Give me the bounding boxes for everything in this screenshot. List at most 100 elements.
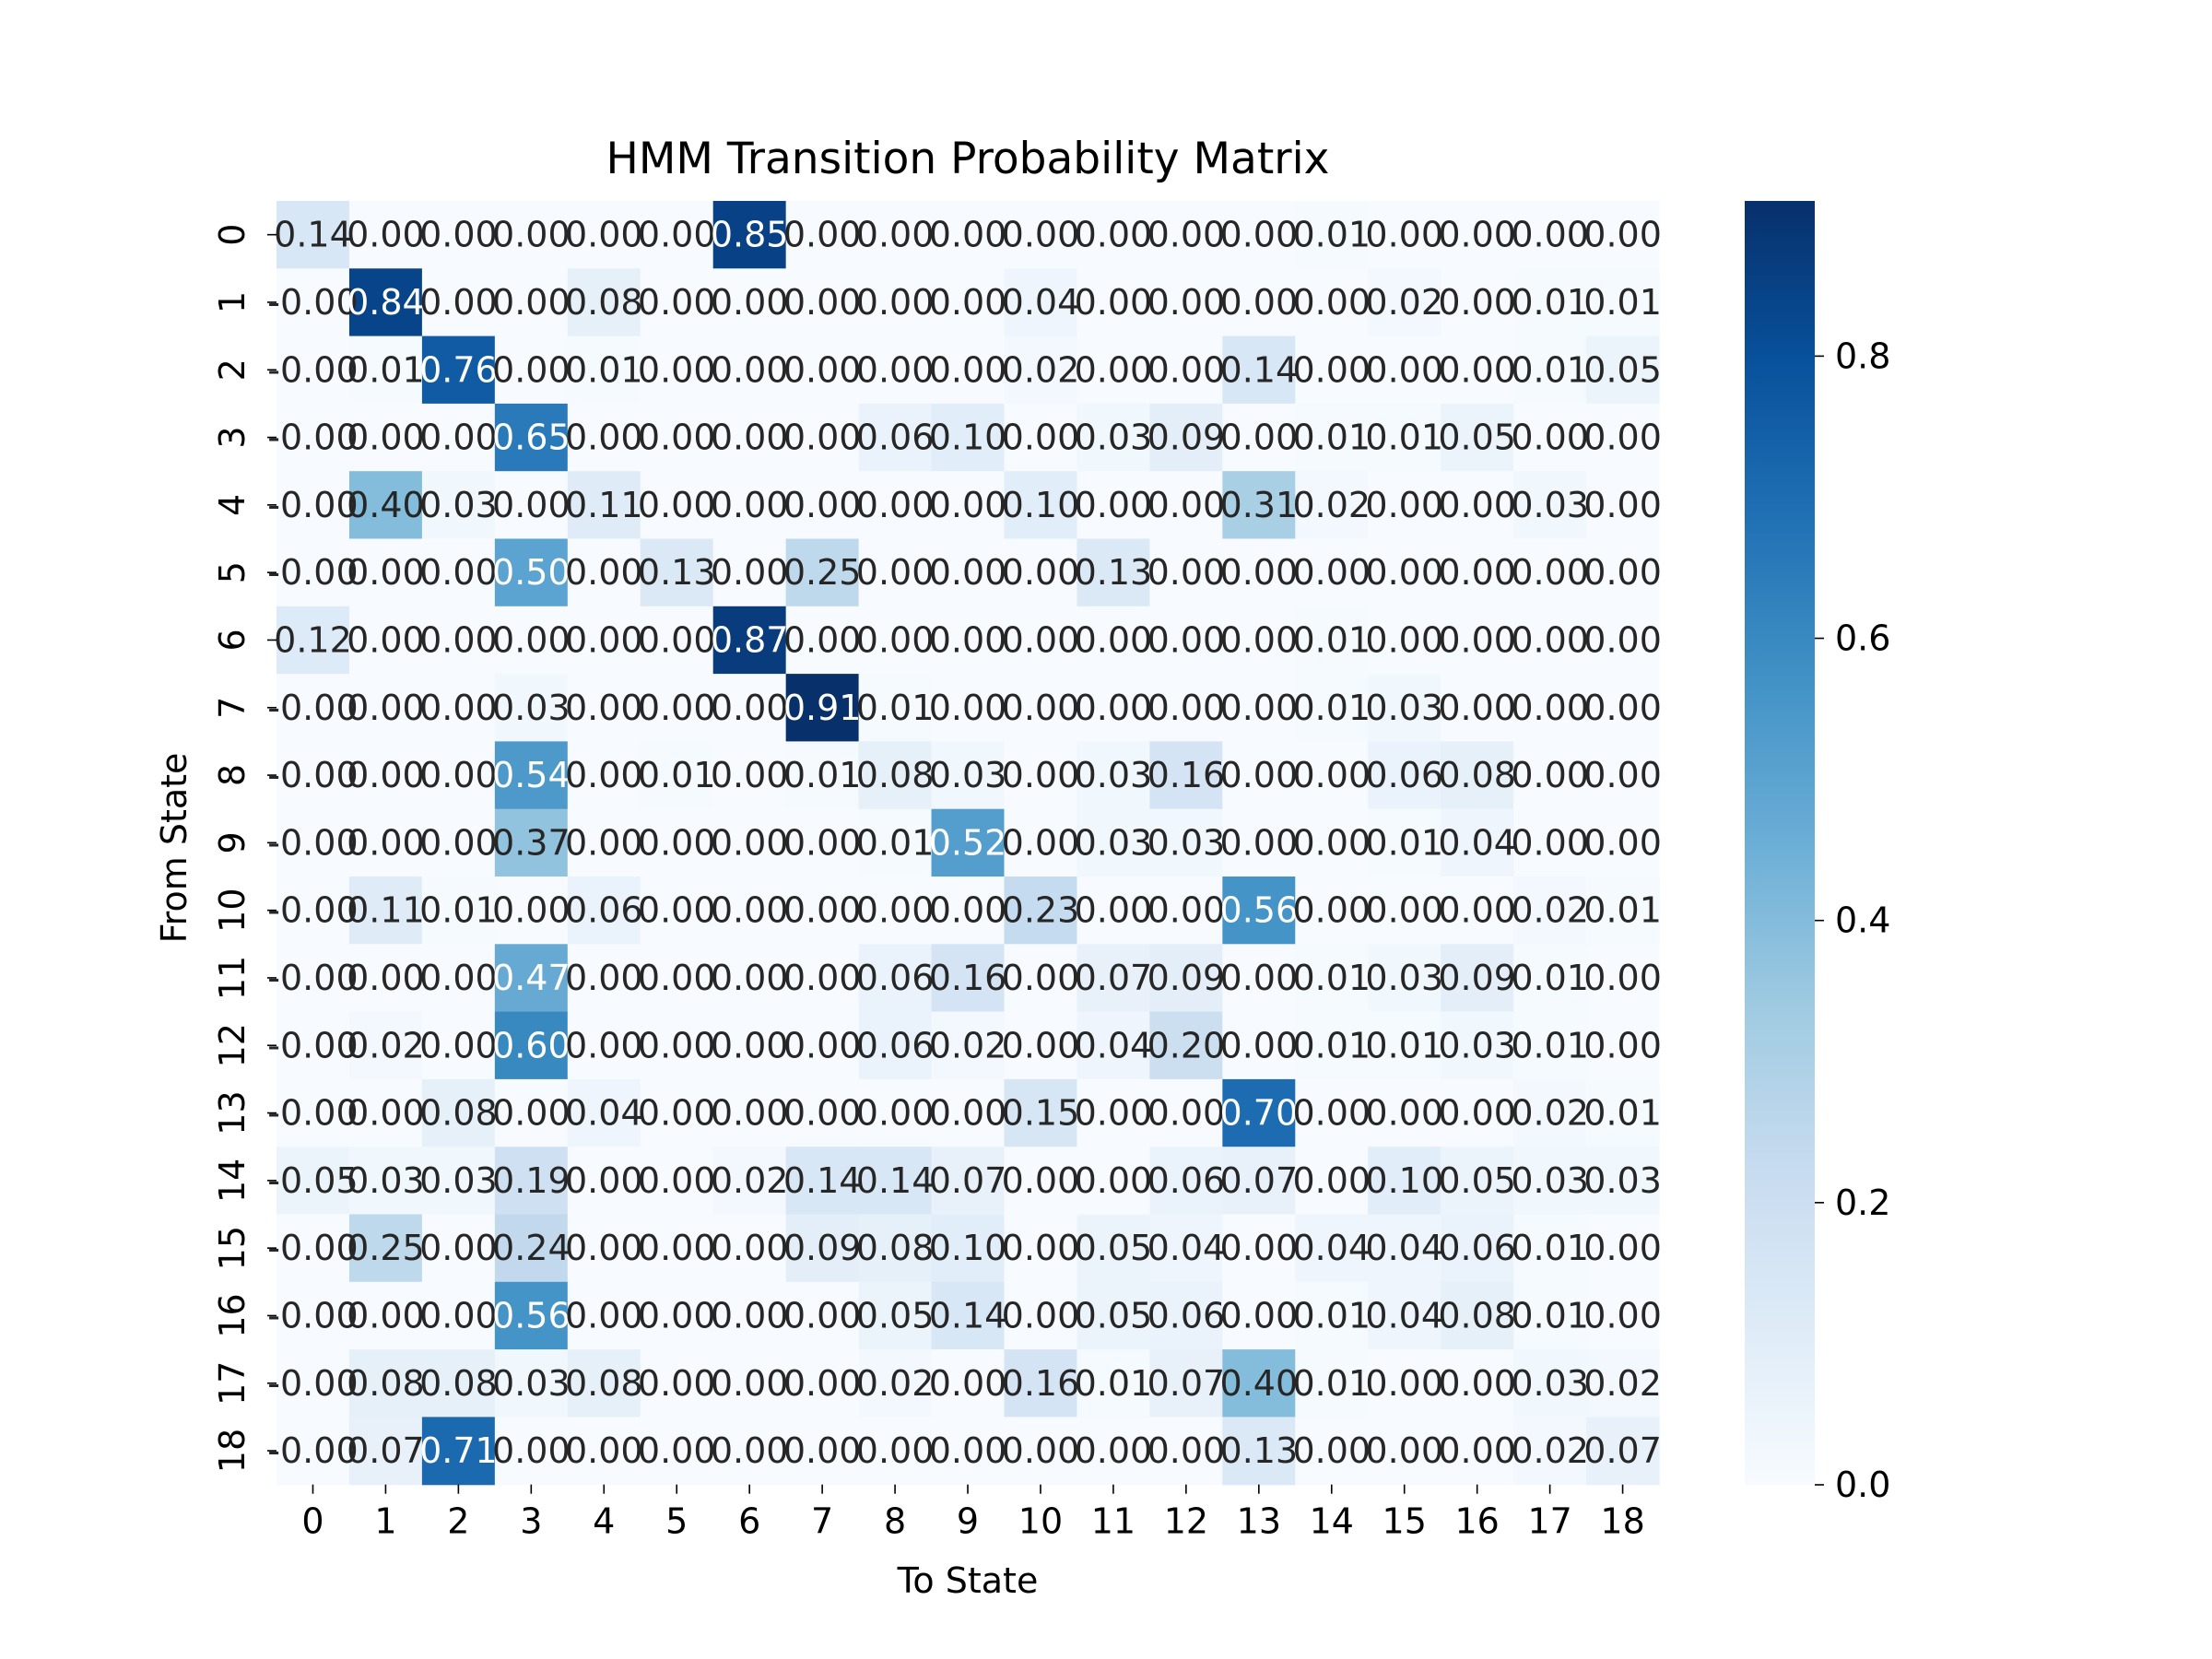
cell-label-18-1: 0.07 <box>347 1430 425 1471</box>
cell-label-2-12: 0.00 <box>1147 349 1226 390</box>
cell-label-1-16: 0.00 <box>1438 282 1516 323</box>
cell-label-17-9: 0.00 <box>929 1363 1007 1404</box>
heatmap-cell-1-10 <box>1004 268 1078 337</box>
x-tick-label-2: 2 <box>447 1501 469 1542</box>
cell-label-1-13: 0.00 <box>1220 282 1299 323</box>
heatmap-cell-18-14 <box>1295 1417 1369 1486</box>
heatmap-cell-5-4 <box>567 538 641 607</box>
cell-label-14-7: 0.14 <box>783 1160 862 1201</box>
heatmap-cell-17-4 <box>567 1349 641 1418</box>
heatmap-cell-5-10 <box>1004 538 1078 607</box>
heatmap-cell-11-4 <box>567 944 641 1013</box>
cell-label-1-2: 0.00 <box>419 282 498 323</box>
heatmap-cell-7-12 <box>1149 674 1223 742</box>
heatmap-cell-11-6 <box>712 944 787 1013</box>
cell-label-17-3: 0.03 <box>492 1363 571 1404</box>
cell-label-1-9: 0.00 <box>929 282 1007 323</box>
heatmap-cell-4-11 <box>1077 471 1150 540</box>
y-tick-label-1: 1 <box>212 291 253 313</box>
heatmap-cell-8-13 <box>1222 741 1296 810</box>
heatmap-cell-3-9 <box>931 403 1006 472</box>
heatmap-cell-4-18 <box>1586 471 1660 540</box>
cell-label-17-7: 0.00 <box>783 1363 862 1404</box>
heatmap-cell-13-16 <box>1441 1078 1514 1147</box>
cell-label-0-11: 0.00 <box>1075 215 1153 255</box>
heatmap-cell-5-3 <box>494 538 569 607</box>
heatmap-cell-15-17 <box>1513 1214 1587 1283</box>
heatmap-cell-10-5 <box>640 877 714 945</box>
cell-label-14-17: 0.03 <box>1511 1160 1589 1201</box>
y-tick-label-13: 13 <box>212 1090 253 1135</box>
cell-label-15-18: 0.00 <box>1583 1228 1662 1268</box>
heatmap-cell-14-18 <box>1586 1147 1660 1216</box>
cell-label-6-13: 0.00 <box>1220 619 1299 660</box>
cell-label-10-6: 0.00 <box>711 890 789 931</box>
cell-label-13-12: 0.00 <box>1147 1093 1226 1134</box>
heatmap-cell-7-17 <box>1513 674 1587 742</box>
heatmap-cell-7-10 <box>1004 674 1078 742</box>
cell-label-5-7: 0.25 <box>783 552 862 593</box>
cell-label-4-6: 0.00 <box>711 485 789 525</box>
cell-label-9-16: 0.04 <box>1438 822 1516 863</box>
heatmap-cell-12-16 <box>1441 1011 1514 1080</box>
heatmap-cell-14-10 <box>1004 1147 1078 1216</box>
heatmap-cell-13-15 <box>1368 1078 1441 1147</box>
heatmap-cell-13-0 <box>276 1078 350 1147</box>
cell-label-11-17: 0.01 <box>1511 958 1589 998</box>
heatmap-cell-15-6 <box>712 1214 787 1283</box>
heatmap-cell-0-8 <box>858 201 933 269</box>
cell-label-0-4: 0.00 <box>565 215 643 255</box>
cell-label-1-12: 0.00 <box>1147 282 1226 323</box>
y-tick-label-10: 10 <box>212 888 253 932</box>
cell-label-9-14: 0.00 <box>1292 822 1371 863</box>
x-axis: 0 1 2 3 4 5 6 7 8 9 10 11 12 13 14 15 16 17 18 <box>301 1484 1645 1542</box>
heatmap-cell-1-6 <box>712 268 787 337</box>
cell-label-11-12: 0.09 <box>1147 958 1226 998</box>
heatmap-cell-0-13 <box>1222 201 1296 269</box>
heatmap-cell-18-11 <box>1077 1417 1150 1486</box>
cell-label-8-12: 0.16 <box>1147 755 1226 795</box>
cell-label-9-7: 0.00 <box>783 822 862 863</box>
heatmap-cell-8-5 <box>640 741 714 810</box>
heatmap-cell-16-3 <box>494 1281 569 1350</box>
cell-label-10-13: 0.56 <box>1220 890 1299 931</box>
cell-label-18-14: 0.00 <box>1292 1430 1371 1471</box>
heatmap-cell-17-8 <box>858 1349 933 1418</box>
heatmap-cell-17-3 <box>494 1349 569 1418</box>
heatmap-cell-6-2 <box>421 606 496 675</box>
cell-label-4-11: 0.00 <box>1075 485 1153 525</box>
heatmap-cell-2-8 <box>858 335 933 405</box>
cell-label-9-2: 0.00 <box>419 822 498 863</box>
cell-label-12-2: 0.00 <box>419 1025 498 1065</box>
heatmap-cell-18-4 <box>567 1417 641 1486</box>
heatmap-cell-6-17 <box>1513 606 1587 675</box>
cell-label-7-0: -0.00 <box>267 688 358 728</box>
cell-label-18-9: 0.00 <box>929 1430 1007 1471</box>
cell-label-1-17: 0.01 <box>1511 282 1589 323</box>
cell-label-16-17: 0.01 <box>1511 1295 1589 1335</box>
cell-label-7-9: 0.00 <box>929 688 1007 728</box>
heatmap-cell-10-11 <box>1077 877 1150 945</box>
heatmap-cell-2-11 <box>1077 335 1150 405</box>
cell-label-10-17: 0.02 <box>1511 890 1589 931</box>
heatmap-cell-17-10 <box>1004 1349 1078 1418</box>
heatmap-cell-17-14 <box>1295 1349 1369 1418</box>
heatmap-cell-12-4 <box>567 1011 641 1080</box>
cell-label-16-3: 0.56 <box>492 1295 571 1335</box>
cell-label-2-11: 0.00 <box>1075 349 1153 390</box>
cell-label-6-4: 0.00 <box>565 619 643 660</box>
cell-label-12-10: 0.00 <box>1002 1025 1080 1065</box>
cell-label-8-0: -0.00 <box>267 755 358 795</box>
cell-label-0-15: 0.00 <box>1365 215 1443 255</box>
heatmap-cell-12-3 <box>494 1011 569 1080</box>
heatmap-cell-9-18 <box>1586 808 1660 877</box>
heatmap-cell-2-7 <box>785 335 860 405</box>
cell-label-13-2: 0.08 <box>419 1093 498 1134</box>
heatmap-cell-0-1 <box>348 201 423 269</box>
heatmap-cell-13-14 <box>1295 1078 1369 1147</box>
heatmap-cell-1-4 <box>567 268 641 337</box>
heatmap-cell-15-8 <box>858 1214 933 1283</box>
cell-label-18-5: 0.00 <box>638 1430 716 1471</box>
cell-label-9-1: 0.00 <box>347 822 425 863</box>
